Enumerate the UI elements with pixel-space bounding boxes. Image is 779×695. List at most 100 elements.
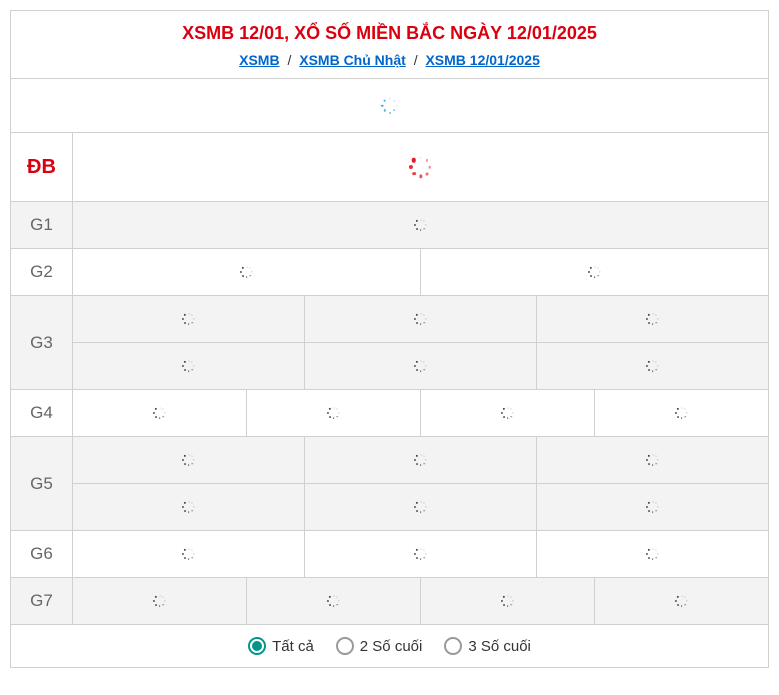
result-cell bbox=[73, 578, 246, 624]
filter-label: Tất cả bbox=[272, 638, 314, 655]
result-row-g7: G7 bbox=[11, 578, 768, 625]
result-cell bbox=[536, 531, 768, 577]
result-cell bbox=[536, 343, 768, 389]
radio-icon bbox=[336, 637, 354, 655]
loading-spinner-icon bbox=[588, 265, 602, 279]
row-label: G6 bbox=[11, 531, 73, 577]
loading-spinner-icon bbox=[240, 265, 254, 279]
loading-spinner-icon bbox=[414, 312, 428, 326]
loading-spinner-icon bbox=[327, 406, 341, 420]
loading-spinner-icon bbox=[414, 500, 428, 514]
result-cell bbox=[594, 390, 768, 436]
row-label: G2 bbox=[11, 249, 73, 295]
cell-line bbox=[73, 133, 768, 201]
loading-spinner-icon bbox=[501, 594, 515, 608]
result-cell bbox=[304, 296, 536, 342]
result-cell bbox=[304, 484, 536, 530]
top-loading-bar bbox=[11, 79, 768, 133]
filter-bar: Tất cả 2 Số cuối 3 Số cuối bbox=[11, 625, 768, 667]
loading-spinner-icon bbox=[381, 97, 399, 115]
loading-spinner-icon bbox=[182, 453, 196, 467]
row-cells bbox=[73, 133, 768, 201]
loading-spinner-icon bbox=[327, 594, 341, 608]
radio-icon bbox=[444, 637, 462, 655]
row-cells bbox=[73, 578, 768, 624]
loading-spinner-icon bbox=[414, 453, 428, 467]
result-cell bbox=[73, 437, 304, 483]
loading-spinner-icon bbox=[646, 500, 660, 514]
result-row-g2: G2 bbox=[11, 249, 768, 296]
result-cell bbox=[246, 390, 420, 436]
loading-spinner-icon bbox=[414, 359, 428, 373]
loading-spinner-icon bbox=[675, 406, 689, 420]
result-cell bbox=[420, 249, 768, 295]
breadcrumb-separator: / bbox=[414, 52, 418, 68]
result-cell bbox=[73, 296, 304, 342]
row-cells bbox=[73, 390, 768, 436]
breadcrumb-link-xsmb[interactable]: XSMB bbox=[239, 52, 279, 68]
loading-spinner-icon bbox=[153, 594, 167, 608]
row-label: ĐB bbox=[11, 133, 73, 201]
cell-line bbox=[73, 249, 768, 295]
radio-icon bbox=[248, 637, 266, 655]
lottery-panel: XSMB 12/01, XỔ SỐ MIỀN BẮC NGÀY 12/01/20… bbox=[10, 10, 769, 668]
result-cell bbox=[73, 390, 246, 436]
loading-spinner-icon bbox=[646, 547, 660, 561]
result-cell bbox=[73, 343, 304, 389]
loading-spinner-icon bbox=[182, 359, 196, 373]
row-label: G3 bbox=[11, 296, 73, 389]
result-cell bbox=[73, 202, 768, 248]
cell-line bbox=[73, 531, 768, 577]
result-row-g1: G1 bbox=[11, 202, 768, 249]
result-row-g6: G6 bbox=[11, 531, 768, 578]
loading-spinner-icon bbox=[182, 312, 196, 326]
result-cell bbox=[304, 437, 536, 483]
cell-line bbox=[73, 578, 768, 624]
filter-option-3last[interactable]: 3 Số cuối bbox=[444, 637, 531, 655]
result-cell bbox=[73, 249, 420, 295]
results-table: ĐBG1G2G3G4G5G6G7 bbox=[11, 133, 768, 625]
filter-option-2last[interactable]: 2 Số cuối bbox=[336, 637, 423, 655]
cell-line bbox=[73, 296, 768, 342]
filter-option-all[interactable]: Tất cả bbox=[248, 637, 314, 655]
breadcrumb-separator: / bbox=[287, 52, 291, 68]
loading-spinner-icon bbox=[675, 594, 689, 608]
cell-line bbox=[73, 202, 768, 248]
filter-label: 2 Số cuối bbox=[360, 638, 423, 655]
breadcrumb-link-day[interactable]: XSMB Chủ Nhật bbox=[299, 52, 406, 68]
loading-spinner-icon bbox=[414, 218, 428, 232]
result-cell bbox=[246, 578, 420, 624]
loading-spinner-icon bbox=[153, 406, 167, 420]
row-cells bbox=[73, 531, 768, 577]
cell-line bbox=[73, 437, 768, 483]
loading-spinner-icon bbox=[646, 312, 660, 326]
loading-spinner-icon bbox=[501, 406, 515, 420]
result-row-đb: ĐB bbox=[11, 133, 768, 202]
row-label: G7 bbox=[11, 578, 73, 624]
result-cell bbox=[73, 531, 304, 577]
row-label: G4 bbox=[11, 390, 73, 436]
filter-label: 3 Số cuối bbox=[468, 638, 531, 655]
loading-spinner-icon bbox=[646, 453, 660, 467]
cell-line bbox=[73, 483, 768, 530]
result-cell bbox=[536, 484, 768, 530]
loading-spinner-icon bbox=[646, 359, 660, 373]
row-label: G1 bbox=[11, 202, 73, 248]
result-cell bbox=[73, 484, 304, 530]
row-cells bbox=[73, 437, 768, 530]
breadcrumb-link-date[interactable]: XSMB 12/01/2025 bbox=[425, 52, 539, 68]
row-cells bbox=[73, 296, 768, 389]
result-row-g5: G5 bbox=[11, 437, 768, 531]
result-row-g4: G4 bbox=[11, 390, 768, 437]
breadcrumb: XSMB / XSMB Chủ Nhật / XSMB 12/01/2025 bbox=[21, 52, 758, 68]
cell-line bbox=[73, 342, 768, 389]
row-label: G5 bbox=[11, 437, 73, 530]
result-cell bbox=[304, 343, 536, 389]
row-cells bbox=[73, 202, 768, 248]
result-cell bbox=[420, 578, 594, 624]
loading-spinner-icon bbox=[414, 547, 428, 561]
loading-spinner-icon bbox=[182, 500, 196, 514]
result-cell bbox=[536, 296, 768, 342]
result-cell bbox=[536, 437, 768, 483]
cell-line bbox=[73, 390, 768, 436]
